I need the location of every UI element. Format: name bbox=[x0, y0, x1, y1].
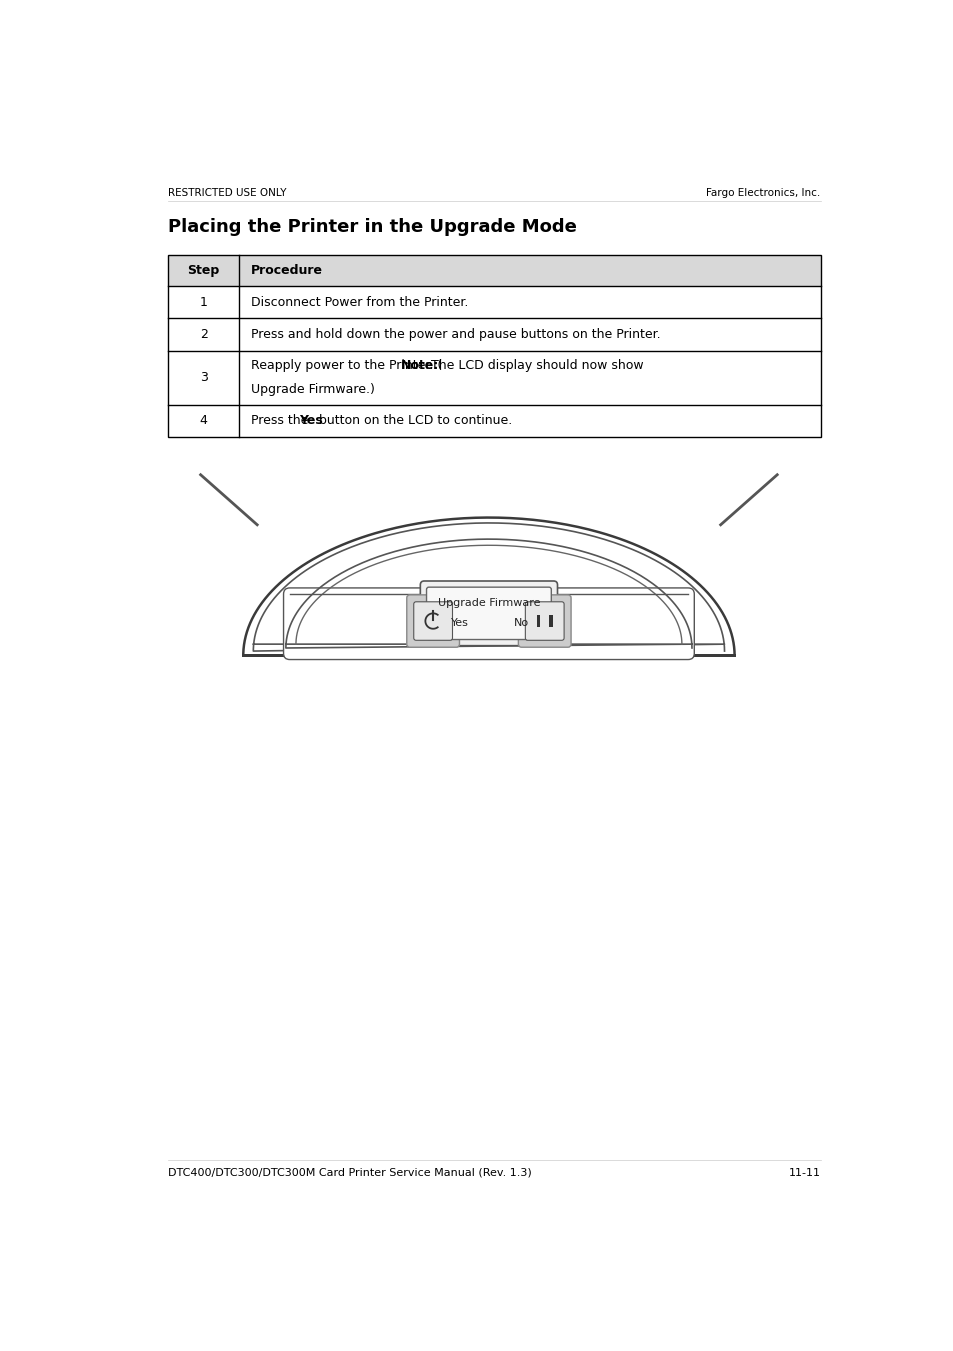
Bar bbox=[168, 255, 820, 436]
Bar bbox=[168, 255, 820, 286]
Text: Disconnect Power from the Printer.: Disconnect Power from the Printer. bbox=[251, 296, 468, 309]
Text: Reapply power to the Printer. (: Reapply power to the Printer. ( bbox=[251, 359, 442, 373]
Text: Note:: Note: bbox=[400, 359, 439, 373]
Text: Step: Step bbox=[188, 265, 219, 277]
Bar bbox=[548, 615, 553, 627]
Text: DTC400/DTC300/DTC300M Card Printer Service Manual (Rev. 1.3): DTC400/DTC300/DTC300M Card Printer Servi… bbox=[168, 1167, 531, 1178]
Polygon shape bbox=[243, 517, 734, 655]
Text: 2: 2 bbox=[199, 328, 208, 340]
Text: Upgrade Firmware: Upgrade Firmware bbox=[437, 598, 539, 608]
Text: Yes: Yes bbox=[299, 415, 323, 427]
Text: The LCD display should now show: The LCD display should now show bbox=[426, 359, 642, 373]
Polygon shape bbox=[286, 539, 691, 648]
FancyBboxPatch shape bbox=[517, 594, 571, 647]
Text: 4: 4 bbox=[199, 415, 208, 427]
Text: 11-11: 11-11 bbox=[788, 1167, 820, 1178]
Bar bbox=[536, 615, 540, 627]
Text: Yes: Yes bbox=[450, 617, 468, 628]
Text: Press the: Press the bbox=[251, 415, 312, 427]
Text: Placing the Printer in the Upgrade Mode: Placing the Printer in the Upgrade Mode bbox=[168, 219, 577, 236]
Text: RESTRICTED USE ONLY: RESTRICTED USE ONLY bbox=[168, 188, 286, 197]
FancyBboxPatch shape bbox=[283, 588, 694, 659]
Text: 3: 3 bbox=[199, 372, 208, 384]
FancyBboxPatch shape bbox=[406, 594, 459, 647]
Text: button on the LCD to continue.: button on the LCD to continue. bbox=[315, 415, 512, 427]
FancyBboxPatch shape bbox=[525, 601, 563, 640]
FancyBboxPatch shape bbox=[420, 581, 557, 646]
Text: 1: 1 bbox=[199, 296, 208, 309]
Text: Fargo Electronics, Inc.: Fargo Electronics, Inc. bbox=[705, 188, 820, 197]
FancyBboxPatch shape bbox=[426, 588, 551, 639]
Text: Press and hold down the power and pause buttons on the Printer.: Press and hold down the power and pause … bbox=[251, 328, 659, 340]
Text: Procedure: Procedure bbox=[251, 265, 323, 277]
Text: No: No bbox=[514, 617, 529, 628]
Text: Upgrade Firmware.): Upgrade Firmware.) bbox=[251, 384, 375, 396]
FancyBboxPatch shape bbox=[414, 601, 452, 640]
